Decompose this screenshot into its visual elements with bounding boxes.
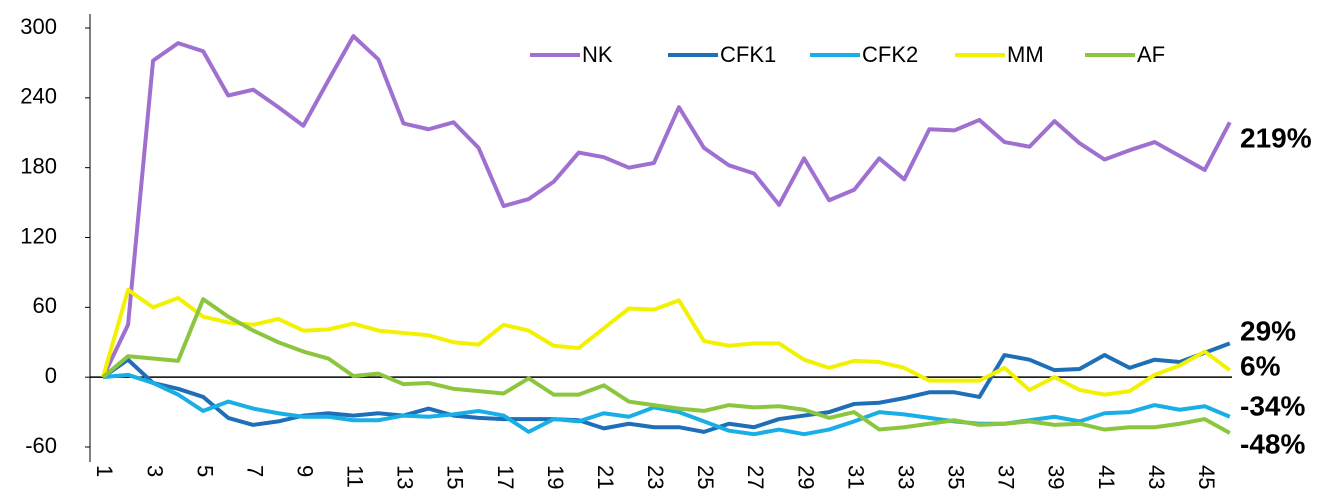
- end-label: 6%: [1240, 350, 1281, 381]
- x-tick-label: 39: [1044, 465, 1069, 489]
- x-tick-label: 11: [343, 465, 368, 488]
- x-tick-label: 21: [593, 465, 618, 489]
- x-tick-label: 1: [92, 465, 117, 477]
- x-tick-label: 17: [493, 465, 518, 489]
- x-tick-label: 35: [944, 465, 969, 489]
- x-tick-label: 43: [1144, 465, 1169, 489]
- y-tick-label: 60: [33, 293, 57, 318]
- x-tick-label: 5: [192, 465, 217, 477]
- series-line: [101, 297, 1231, 435]
- x-tick-label: 13: [393, 465, 418, 489]
- legend-label: CFK2: [862, 42, 918, 67]
- legend-label: CFK1: [720, 42, 776, 67]
- x-tick-label: 41: [1094, 465, 1119, 489]
- x-tick-label: 9: [293, 465, 318, 477]
- x-tick-label: 33: [893, 465, 918, 489]
- end-label: 219%: [1240, 122, 1312, 153]
- x-tick-label: 45: [1194, 465, 1219, 489]
- legend-label: AF: [1137, 42, 1165, 67]
- x-tick-label: 23: [643, 465, 668, 489]
- x-tick-label: 29: [793, 465, 818, 489]
- y-tick-label: 240: [20, 84, 57, 109]
- series-line: [102, 372, 1231, 437]
- y-tick-label: 0: [45, 363, 57, 388]
- legend-label: MM: [1007, 42, 1044, 67]
- end-label: -48%: [1240, 428, 1305, 459]
- x-tick-label: 31: [843, 465, 868, 489]
- x-tick-label: 7: [242, 465, 267, 477]
- x-tick-label: 15: [443, 465, 468, 489]
- series-line: [101, 34, 1232, 379]
- x-tick-label: 3: [142, 465, 167, 477]
- x-tick-label: 25: [693, 465, 718, 489]
- x-tick-label: 19: [543, 465, 568, 489]
- series-line: [101, 341, 1231, 434]
- y-tick-label: 120: [20, 223, 57, 248]
- end-label: -34%: [1240, 390, 1305, 421]
- series-line: [101, 287, 1231, 397]
- x-tick-label: 27: [743, 465, 768, 489]
- legend-label: NK: [582, 42, 613, 67]
- y-tick-label: 300: [20, 14, 57, 39]
- end-label: 29%: [1240, 315, 1296, 346]
- y-tick-label: -60: [25, 433, 57, 458]
- y-tick-label: 180: [20, 153, 57, 178]
- x-tick-label: 37: [994, 465, 1019, 489]
